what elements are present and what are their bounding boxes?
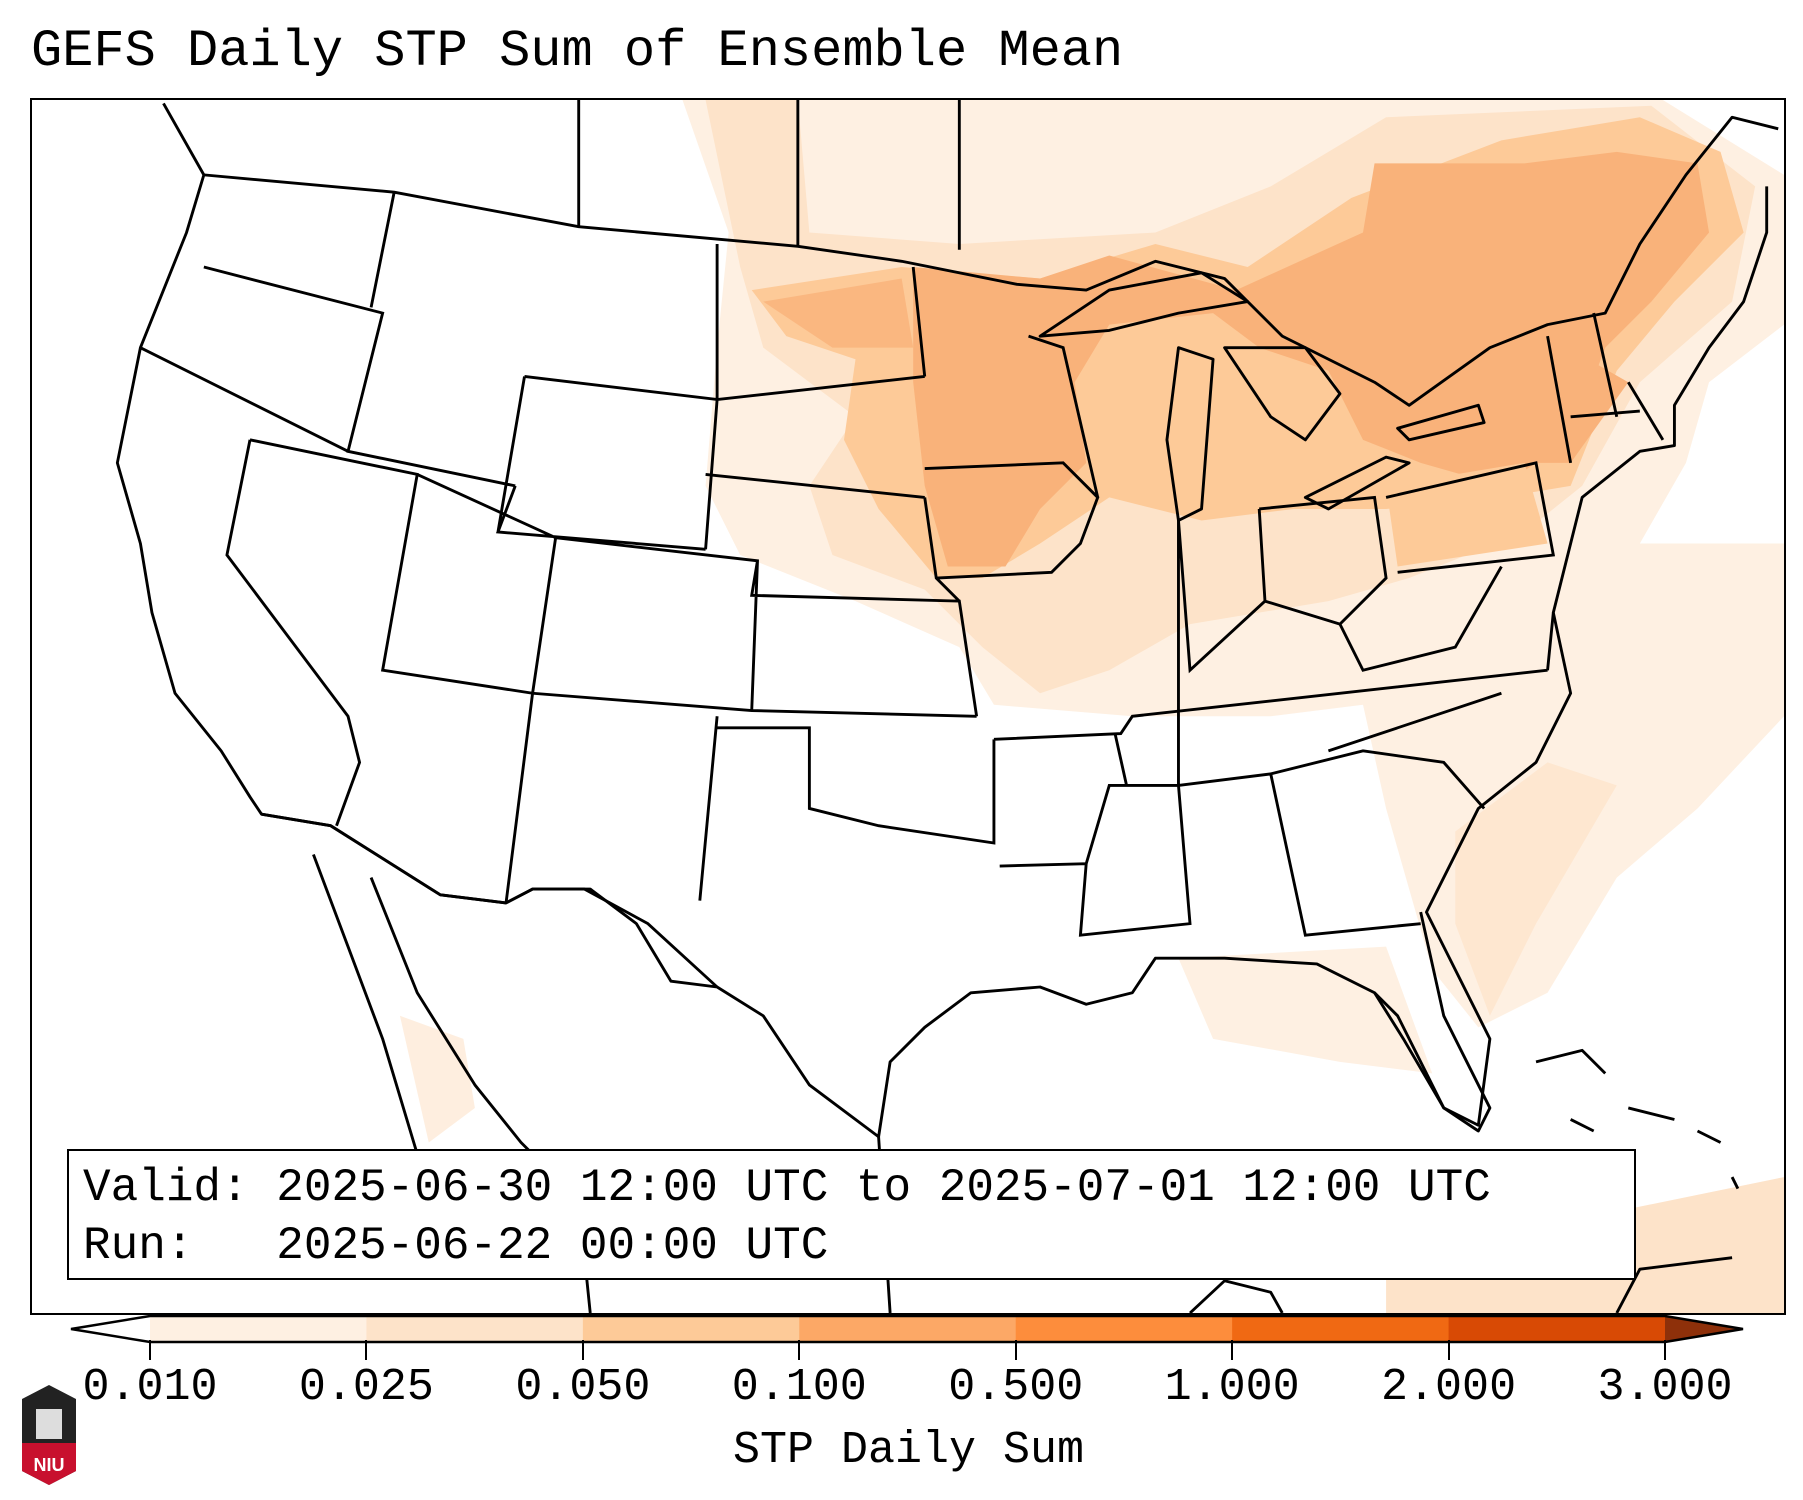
great-lake-ontario [1396, 403, 1486, 442]
stp-map [30, 98, 1786, 1315]
stp-area-light-mexico [399, 1015, 475, 1143]
great-lake-erie [1303, 455, 1411, 511]
colorbar-tick-label: 0.025 [298, 1362, 434, 1413]
colorbar-tick-label: 0.100 [731, 1362, 867, 1413]
colorbar-segment [1015, 1316, 1233, 1342]
colorbar-tick-label: 0.500 [948, 1362, 1084, 1413]
svg-text:NIU: NIU [34, 1455, 65, 1475]
colorbar-tick [1231, 1340, 1234, 1360]
colorbar-segment [582, 1316, 800, 1342]
map-title: GEFS Daily STP Sum of Ensemble Mean [31, 22, 1124, 81]
niu-logo: NIU [22, 1385, 76, 1485]
stp-field [399, 100, 1784, 1313]
great-lake-superior [1038, 271, 1250, 338]
colorbar-tick [365, 1340, 368, 1360]
colorbar-extend-low [71, 1316, 150, 1342]
stp-area-light-gulf [1178, 946, 1433, 1074]
stp-area-light-atlantic [1455, 762, 1617, 1016]
colorbar-segment [799, 1316, 1017, 1342]
colorbar-tick-label: 3.000 [1597, 1362, 1733, 1413]
colorbar [70, 1314, 1744, 1344]
stp-area-orange-nd [763, 278, 914, 348]
great-lake-huron [1223, 346, 1342, 442]
colorbar-tick [1447, 1340, 1450, 1360]
colorbar-segment [150, 1316, 367, 1342]
us-coastline [115, 102, 1769, 1139]
florida [1373, 911, 1492, 1133]
colorbar-tick-label: 2.000 [1381, 1362, 1517, 1413]
colorbar-segment [1448, 1316, 1666, 1342]
valid-run-info-box: Valid: 2025-06-30 12:00 UTC to 2025-07-0… [67, 1149, 1636, 1280]
mexico-border [261, 812, 719, 989]
colorbar-tick [1014, 1340, 1017, 1360]
state-borders [139, 100, 1665, 937]
colorbar-tick-label: 0.050 [515, 1362, 651, 1413]
colorbar-tick [149, 1340, 151, 1360]
cuba [1189, 1256, 1733, 1313]
bahamas [1535, 1048, 1740, 1190]
colorbar-segment [1232, 1316, 1450, 1342]
colorbar-label: STP Daily Sum [732, 1425, 1085, 1476]
colorbar-tick-label: 0.010 [82, 1362, 218, 1413]
map-canvas [115, 100, 1784, 1313]
colorbar-tick-label: 1.000 [1164, 1362, 1300, 1413]
colorbar-tick [1664, 1340, 1666, 1360]
valid-time-text: Valid: 2025-06-30 12:00 UTC to 2025-07-0… [83, 1162, 1491, 1214]
colorbar-extend-high [1665, 1316, 1743, 1342]
great-lake-michigan [1165, 346, 1215, 522]
run-time-text: Run: 2025-06-22 00:00 UTC [83, 1220, 829, 1272]
colorbar-tick [798, 1340, 801, 1360]
colorbar-tick [581, 1340, 584, 1360]
colorbar-segment [366, 1316, 584, 1342]
